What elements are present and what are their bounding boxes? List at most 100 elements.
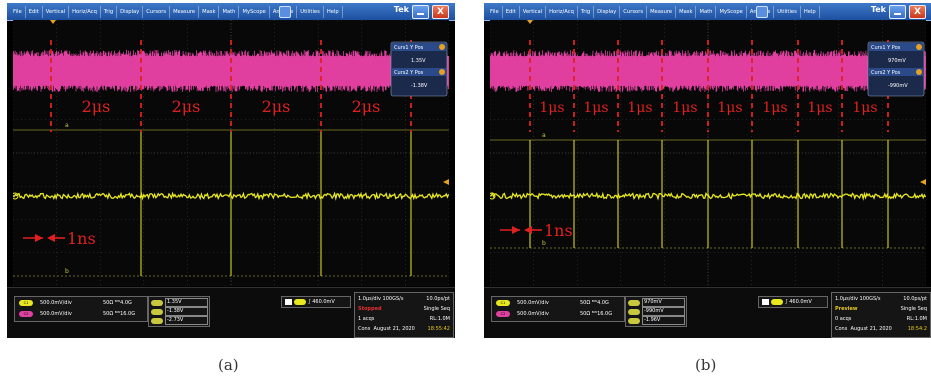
date-label: Cons [358,326,371,332]
cursor-delta-row: -1.96V [628,316,685,325]
status-bar: C1 500.0mV/div 50Ω ᴮᵂ4.0G C2 500.0mV/div… [7,287,455,338]
curs2-value: -1.38V [411,83,428,89]
channel-2-scale: 500.0mV/div [40,311,72,317]
timebase: 1.0μs/div [835,296,858,302]
menu-item-trig[interactable]: Trig [101,6,118,18]
bandwidth-icon: ᴮᵂ [114,300,121,306]
cursor-values[interactable]: 1.35V -1.38V -2.73V [148,296,210,327]
menu-item-cursors[interactable]: Cursors [620,6,648,18]
help-icon[interactable] [279,6,291,18]
interval-label: 2μs [82,97,111,116]
close-button[interactable]: X [432,5,449,19]
cursor-b-value: -990mV [642,307,685,316]
acquisition-readout[interactable]: 1.0μs/div 100GS/s 10.0ps/pt Preview Single… [831,292,931,338]
bandwidth-icon: ᴮᵂ [591,300,598,306]
menu-item-mask[interactable]: Mask [199,6,220,18]
cursor-a-icon [916,44,922,50]
clock: 18:55:42 [427,326,450,332]
trigger-type-icon [285,298,292,305]
pulse-width-label: 1ns [67,229,96,248]
menu-item-vertical[interactable]: Vertical [43,6,70,18]
menu-item-measure[interactable]: Measure [170,6,200,18]
channel-2-marker-icon [490,67,496,75]
acquisition-readout[interactable]: 1.0μs/div 100GS/s 10.0ps/pt Stopped Single… [354,292,454,338]
interval-label: 1μs [627,100,652,116]
cursor-b-row: -1.38V [151,307,208,316]
channel-1-scale: 500.0mV/div [40,300,72,306]
scope-window-b: File Edit Vertical Horiz/Acq Trig Displa… [484,3,931,338]
run-state: Preview [835,306,858,312]
resolution: 10.0ps/pt [426,296,450,302]
interval-label: 1μs [852,100,877,116]
menu-item-display[interactable]: Display [594,6,621,18]
trigger-readout[interactable]: ∫ 460.0mV [281,296,351,308]
channel-2-badge: C2 [19,310,33,317]
graticule: a b 2μs 2μs 2μs 2μs 1ns Curs1 Y Pos 1.35V Curs2 Y… [13,20,449,286]
channel-2-impedance: 50Ω ᴮᵂ16.0G [103,311,136,317]
interval-label: 2μs [352,97,381,116]
interval-label: 2μs [172,97,201,116]
menu-item-utilities[interactable]: Utilities [774,6,801,18]
waveform-display[interactable]: a b 1μs 1μs 1μs 1μs 1μs 1μs 1μs 1μs 1ns Curs1 Y Pos… [490,20,926,286]
tek-logo: Tek [870,5,886,14]
minimize-button[interactable] [412,5,429,19]
menu-item-measure[interactable]: Measure [647,6,677,18]
menu-item-file[interactable]: File [10,6,26,18]
trigger-readout[interactable]: ∫ 460.0mV [758,296,828,308]
cursor-1-handle-icon: a [65,122,69,129]
interval-label: 1μs [583,100,608,116]
resolution: 10.0ps/pt [903,296,927,302]
curs1-label: Curs1 Y Pos [394,45,424,51]
interval-label: 1μs [762,100,787,116]
menu-item-edit[interactable]: Edit [26,6,43,18]
menu-item-horiz-acq[interactable]: Horiz/Acq [69,6,101,18]
menu-item-mask[interactable]: Mask [676,6,697,18]
record-length: RL:1.0M [429,316,450,322]
cursor-readout-box: Curs1 Y Pos 970mV Curs2 Y Pos -990mV [867,41,925,97]
status-bar: C1 500.0mV/div 50Ω ᴮᵂ4.0G C2 500.0mV/div… [484,287,931,338]
cursor-b-value: -1.38V [165,307,208,316]
menu-item-cursors[interactable]: Cursors [143,6,171,18]
trigger-level-icon [443,179,449,185]
cursor-a-row: 970mV [628,298,685,307]
interval-label: 1μs [807,100,832,116]
menu-item-edit[interactable]: Edit [503,6,520,18]
waveform-display[interactable]: a b 2μs 2μs 2μs 2μs 1ns Curs1 Y Pos 1.35V Curs2 Y… [13,20,449,286]
cursor-2-handle-icon: b [542,240,546,247]
menu-item-myscope[interactable]: MyScope [239,6,270,18]
cursor-a-row: 1.35V [151,298,208,307]
channel-1-badge: C1 [19,299,33,306]
interval-label: 2μs [262,97,291,116]
menu-item-math[interactable]: Math [219,6,240,18]
arrow-right-icon [512,226,520,234]
arrow-left-icon [524,226,532,234]
menu-item-vertical[interactable]: Vertical [520,6,547,18]
menu-item-myscope[interactable]: MyScope [716,6,747,18]
timebase: 1.0μs/div [358,296,381,302]
channel-2-row: C2 500.0mV/div 50Ω ᴮᵂ16.0G [19,309,135,319]
channel-readout[interactable]: C1 500.0mV/div 50Ω ᴮᵂ4.0G C2 500.0mV/div… [14,296,148,322]
bandwidth-icon: ᴮᵂ [114,311,121,317]
menu-item-math[interactable]: Math [696,6,717,18]
cursor-delta-badge [151,317,163,324]
menu-item-file[interactable]: File [487,6,503,18]
channel-readout[interactable]: C1 500.0mV/div 50Ω ᴮᵂ4.0G C2 500.0mV/div… [491,296,625,322]
trigger-slope-icon: ∫ [308,299,311,305]
trigger-position-icon [50,20,56,24]
menu-item-display[interactable]: Display [117,6,144,18]
channel-2-row: C2 500.0mV/div 50Ω ᴮᵂ16.0G [496,309,612,319]
acq-mode: Single Seq [900,306,927,312]
menu-item-utilities[interactable]: Utilities [297,6,324,18]
menu-item-horiz-acq[interactable]: Horiz/Acq [546,6,578,18]
menu-item-help[interactable]: Help [801,6,820,18]
close-button[interactable]: X [909,5,926,19]
minimize-button[interactable] [889,5,906,19]
cursor-delta-row: -2.73V [151,316,208,325]
help-icon[interactable] [756,6,768,18]
menu-item-trig[interactable]: Trig [578,6,595,18]
cursor-a-value: 970mV [642,298,685,307]
cursor-values[interactable]: 970mV -990mV -1.96V [625,296,687,327]
menu-item-help[interactable]: Help [324,6,343,18]
channel-1-row: C1 500.0mV/div 50Ω ᴮᵂ4.0G [19,298,132,308]
bandwidth-icon: ᴮᵂ [591,311,598,317]
